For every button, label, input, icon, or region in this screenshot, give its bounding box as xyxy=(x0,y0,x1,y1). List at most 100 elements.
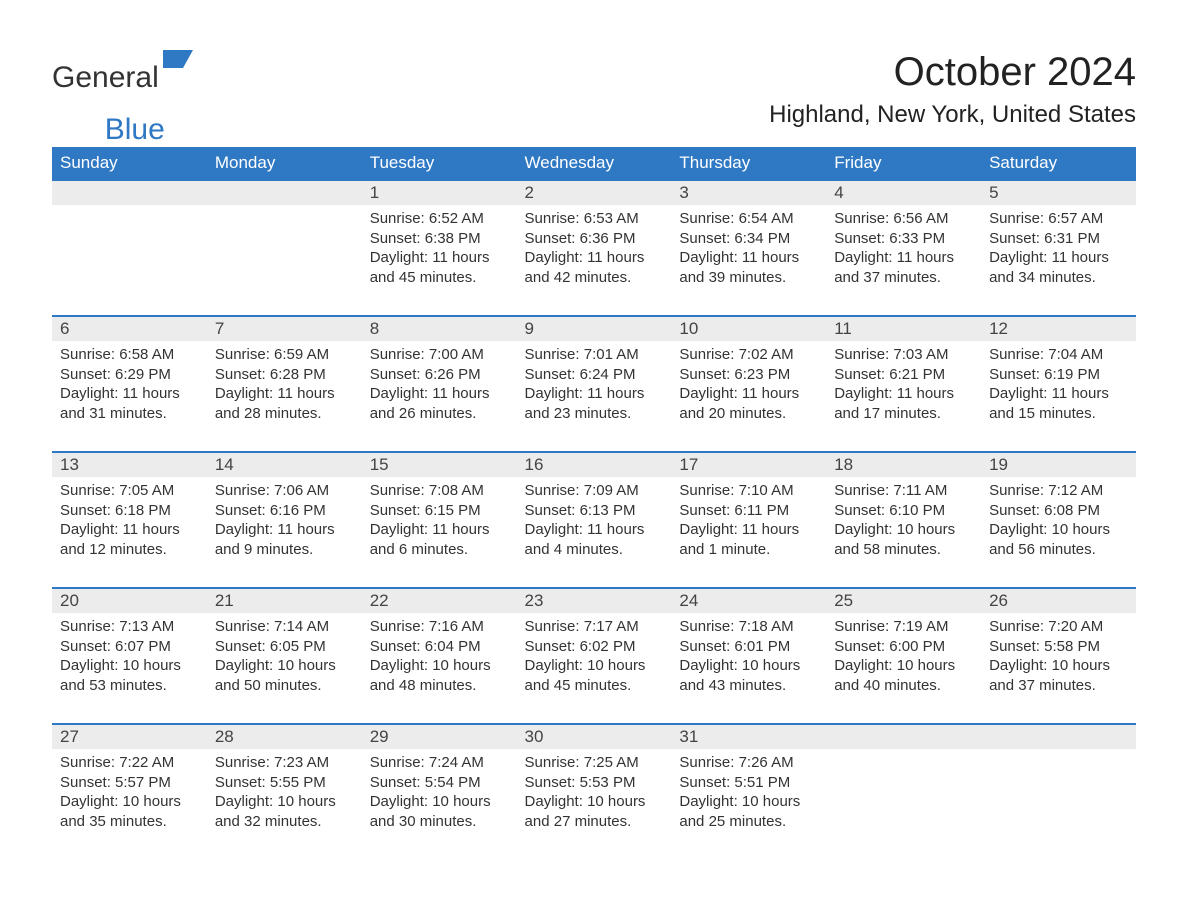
day-number: 29 xyxy=(362,725,517,749)
sunrise-line: Sunrise: 7:09 AM xyxy=(525,481,664,501)
daylight-line: Daylight: 10 hours and 40 minutes. xyxy=(834,656,973,695)
day-header: Sunday xyxy=(52,147,207,180)
day-body: Sunrise: 7:18 AMSunset: 6:01 PMDaylight:… xyxy=(671,613,826,723)
sunset-value: 6:19 PM xyxy=(1044,366,1100,383)
sunrise-line: Sunrise: 7:02 AM xyxy=(679,345,818,365)
daylight-label: Daylight: xyxy=(679,657,742,674)
sunset-line: Sunset: 5:58 PM xyxy=(989,637,1128,657)
sunrise-label: Sunrise: xyxy=(989,618,1048,635)
calendar-day-cell: 13Sunrise: 7:05 AMSunset: 6:18 PMDayligh… xyxy=(52,452,207,588)
sunrise-value: 7:10 AM xyxy=(739,482,794,499)
sunrise-line: Sunrise: 7:08 AM xyxy=(370,481,509,501)
sunset-value: 6:34 PM xyxy=(734,230,790,247)
daylight-line: Daylight: 11 hours and 20 minutes. xyxy=(679,384,818,423)
sunset-line: Sunset: 6:34 PM xyxy=(679,229,818,249)
sunrise-line: Sunrise: 7:22 AM xyxy=(60,753,199,773)
sunrise-line: Sunrise: 7:01 AM xyxy=(525,345,664,365)
daylight-line: Daylight: 10 hours and 56 minutes. xyxy=(989,520,1128,559)
day-number: 18 xyxy=(826,453,981,477)
sunset-value: 6:26 PM xyxy=(425,366,481,383)
sunrise-line: Sunrise: 6:56 AM xyxy=(834,209,973,229)
sunrise-label: Sunrise: xyxy=(989,210,1048,227)
sunrise-label: Sunrise: xyxy=(370,618,429,635)
sunrise-line: Sunrise: 7:13 AM xyxy=(60,617,199,637)
daylight-line: Daylight: 11 hours and 39 minutes. xyxy=(679,248,818,287)
day-body: Sunrise: 7:25 AMSunset: 5:53 PMDaylight:… xyxy=(517,749,672,859)
sunset-line: Sunset: 6:24 PM xyxy=(525,365,664,385)
calendar-day-cell: 21Sunrise: 7:14 AMSunset: 6:05 PMDayligh… xyxy=(207,588,362,724)
sunset-line: Sunset: 5:57 PM xyxy=(60,773,199,793)
sunset-label: Sunset: xyxy=(834,366,889,383)
sunset-line: Sunset: 6:00 PM xyxy=(834,637,973,657)
sunrise-value: 7:13 AM xyxy=(119,618,174,635)
sunset-line: Sunset: 6:08 PM xyxy=(989,501,1128,521)
sunset-line: Sunset: 6:02 PM xyxy=(525,637,664,657)
sunrise-label: Sunrise: xyxy=(525,618,584,635)
sunset-value: 5:58 PM xyxy=(1044,638,1100,655)
calendar-day-cell: 15Sunrise: 7:08 AMSunset: 6:15 PMDayligh… xyxy=(362,452,517,588)
daylight-line: Daylight: 11 hours and 26 minutes. xyxy=(370,384,509,423)
day-body: Sunrise: 7:01 AMSunset: 6:24 PMDaylight:… xyxy=(517,341,672,451)
calendar-day-cell: 14Sunrise: 7:06 AMSunset: 6:16 PMDayligh… xyxy=(207,452,362,588)
empty-day-body xyxy=(826,749,981,857)
sunset-label: Sunset: xyxy=(679,774,734,791)
sunrise-line: Sunrise: 7:18 AM xyxy=(679,617,818,637)
daylight-label: Daylight: xyxy=(834,385,897,402)
sunset-label: Sunset: xyxy=(525,230,580,247)
daylight-label: Daylight: xyxy=(989,521,1052,538)
sunset-line: Sunset: 6:01 PM xyxy=(679,637,818,657)
day-body: Sunrise: 7:11 AMSunset: 6:10 PMDaylight:… xyxy=(826,477,981,587)
daylight-label: Daylight: xyxy=(370,249,433,266)
calendar-header-row: SundayMondayTuesdayWednesdayThursdayFrid… xyxy=(52,147,1136,180)
calendar-day-cell: 25Sunrise: 7:19 AMSunset: 6:00 PMDayligh… xyxy=(826,588,981,724)
sunrise-line: Sunrise: 7:17 AM xyxy=(525,617,664,637)
daylight-label: Daylight: xyxy=(60,521,123,538)
daylight-label: Daylight: xyxy=(834,657,897,674)
daylight-line: Daylight: 11 hours and 23 minutes. xyxy=(525,384,664,423)
day-body: Sunrise: 6:53 AMSunset: 6:36 PMDaylight:… xyxy=(517,205,672,315)
sunset-line: Sunset: 6:31 PM xyxy=(989,229,1128,249)
day-number: 6 xyxy=(52,317,207,341)
daylight-line: Daylight: 11 hours and 6 minutes. xyxy=(370,520,509,559)
daylight-line: Daylight: 11 hours and 37 minutes. xyxy=(834,248,973,287)
sunrise-line: Sunrise: 6:54 AM xyxy=(679,209,818,229)
sunrise-line: Sunrise: 7:00 AM xyxy=(370,345,509,365)
daylight-line: Daylight: 11 hours and 4 minutes. xyxy=(525,520,664,559)
daylight-label: Daylight: xyxy=(60,385,123,402)
day-number: 19 xyxy=(981,453,1136,477)
sunset-label: Sunset: xyxy=(370,230,425,247)
daylight-label: Daylight: xyxy=(679,249,742,266)
sunset-label: Sunset: xyxy=(989,638,1044,655)
sunset-line: Sunset: 6:26 PM xyxy=(370,365,509,385)
sunset-line: Sunset: 6:23 PM xyxy=(679,365,818,385)
sunrise-line: Sunrise: 6:52 AM xyxy=(370,209,509,229)
calendar-day-cell: 28Sunrise: 7:23 AMSunset: 5:55 PMDayligh… xyxy=(207,724,362,859)
daylight-line: Daylight: 10 hours and 37 minutes. xyxy=(989,656,1128,695)
calendar-day-cell: 5Sunrise: 6:57 AMSunset: 6:31 PMDaylight… xyxy=(981,180,1136,316)
daylight-line: Daylight: 10 hours and 32 minutes. xyxy=(215,792,354,831)
sunset-line: Sunset: 6:33 PM xyxy=(834,229,973,249)
empty-day-body xyxy=(207,205,362,313)
sunrise-line: Sunrise: 7:24 AM xyxy=(370,753,509,773)
sunrise-label: Sunrise: xyxy=(60,346,119,363)
day-number: 24 xyxy=(671,589,826,613)
day-number: 26 xyxy=(981,589,1136,613)
sunset-value: 6:04 PM xyxy=(425,638,481,655)
sunrise-line: Sunrise: 7:06 AM xyxy=(215,481,354,501)
sunset-value: 6:31 PM xyxy=(1044,230,1100,247)
daylight-label: Daylight: xyxy=(215,521,278,538)
day-number: 14 xyxy=(207,453,362,477)
sunrise-value: 7:26 AM xyxy=(739,754,794,771)
sunset-label: Sunset: xyxy=(60,774,115,791)
sunset-label: Sunset: xyxy=(834,638,889,655)
calendar-day-cell xyxy=(826,724,981,859)
daylight-label: Daylight: xyxy=(989,249,1052,266)
sunrise-label: Sunrise: xyxy=(370,482,429,499)
daylight-label: Daylight: xyxy=(370,657,433,674)
calendar-day-cell: 11Sunrise: 7:03 AMSunset: 6:21 PMDayligh… xyxy=(826,316,981,452)
calendar-day-cell: 4Sunrise: 6:56 AMSunset: 6:33 PMDaylight… xyxy=(826,180,981,316)
logo-text-blue: Blue xyxy=(105,113,165,147)
daylight-line: Daylight: 10 hours and 53 minutes. xyxy=(60,656,199,695)
sunset-value: 6:24 PM xyxy=(580,366,636,383)
daylight-line: Daylight: 11 hours and 9 minutes. xyxy=(215,520,354,559)
